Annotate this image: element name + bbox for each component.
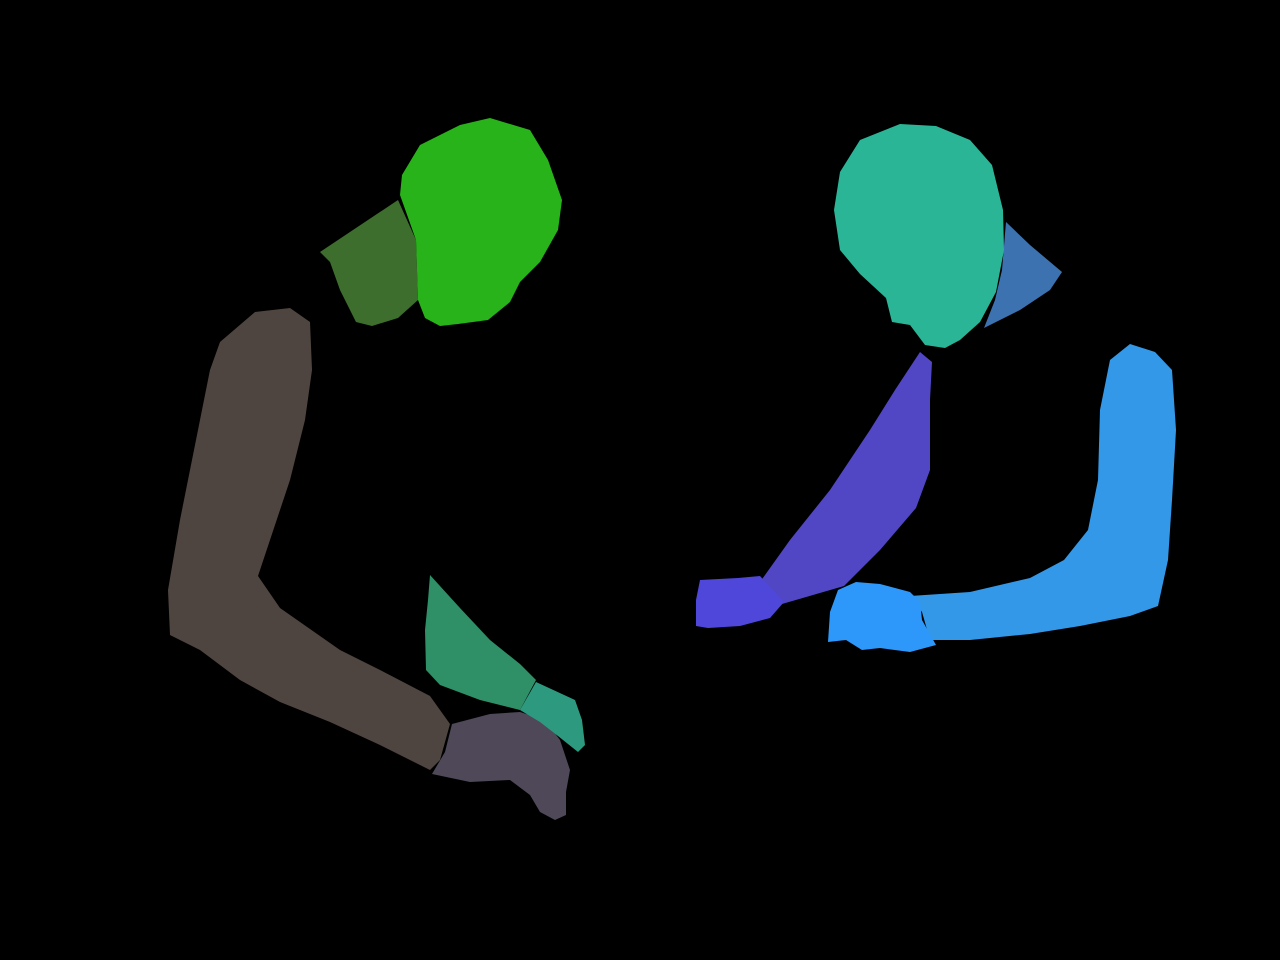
right-person-hair <box>984 222 1062 328</box>
right-person-right-hand <box>828 582 936 652</box>
right-person-left-arm <box>760 352 932 604</box>
left-person-wrist-hand <box>520 682 585 752</box>
person-right <box>696 124 1176 652</box>
left-person-upper-arm <box>168 308 450 770</box>
left-person-head <box>400 118 562 326</box>
left-person-hand <box>432 712 570 820</box>
left-person-neck <box>320 200 418 326</box>
person-left <box>168 118 585 820</box>
left-person-forearm <box>425 575 536 710</box>
right-person-right-arm <box>910 344 1176 640</box>
right-person-head <box>834 124 1004 348</box>
right-person-left-hand <box>696 576 784 628</box>
